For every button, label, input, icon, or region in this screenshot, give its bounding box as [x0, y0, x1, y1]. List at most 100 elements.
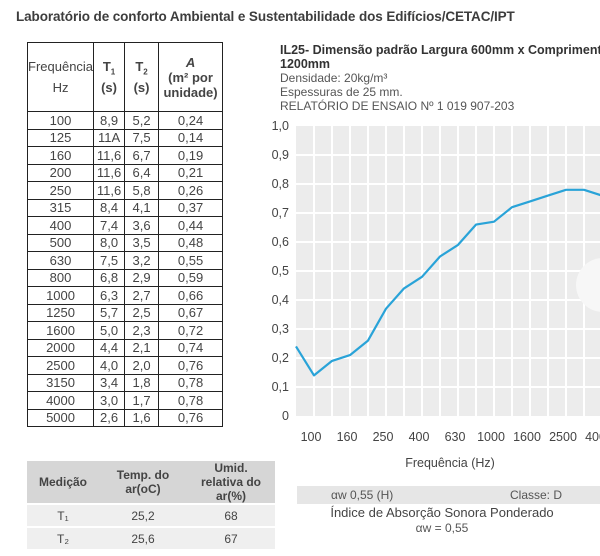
y-tick-label: 0,2	[272, 351, 289, 365]
y-tick-label: 1,0	[272, 119, 289, 133]
cell-t1: 11A	[93, 128, 126, 147]
cell-freq: 125	[26, 128, 95, 147]
chart-header-title: IL25- Dimensão padrão Largura 600mm x Co…	[280, 43, 600, 71]
cell-a: 0,37	[158, 198, 224, 217]
series-line	[295, 188, 600, 377]
y-tick-label: 0,9	[272, 148, 289, 162]
table-row: 250 11,6 5,8 0,26	[26, 181, 224, 200]
y-tick-label: 0,1	[272, 380, 289, 394]
x-tick-label: 1600	[513, 430, 541, 444]
x-tick-label: 160	[337, 430, 358, 444]
table-row: 630 7,5 3,2 0,55	[26, 251, 224, 270]
table-row: 5000 2,6 1,6 0,76	[26, 408, 224, 427]
cell-t1: 3,0	[93, 391, 126, 410]
cell-a: 0,55	[158, 251, 224, 270]
measurement-conditions-table: Medição Temp. do ar(oC) Umid. relativa d…	[27, 461, 275, 549]
cell-t1: 11,6	[93, 146, 126, 165]
y-tick-label: 0,6	[272, 235, 289, 249]
x-tick-label: 400	[409, 430, 430, 444]
cell-a: 0,72	[158, 321, 224, 340]
header-t2-sub: 2	[143, 67, 148, 77]
conditions-header-row: Medição Temp. do ar(oC) Umid. relativa d…	[27, 461, 275, 503]
table-row: 1250 5,7 2,5 0,67	[26, 303, 224, 322]
aw-value: αw 0,55 (H)	[331, 488, 394, 502]
conditions-cell-umid: 67	[187, 526, 275, 549]
conditions-cell-temp: 25,2	[99, 503, 187, 526]
cell-a: 0,24	[158, 111, 224, 130]
table-row: 4000 3,0 1,7 0,78	[26, 391, 224, 410]
conditions-cell-temp: 25,6	[99, 526, 187, 549]
table-header-row: Frequência Hz T1 (s) T2 (s) A (m² por un…	[26, 42, 224, 112]
cell-freq: 1600	[26, 321, 95, 340]
x-tick-label: 2500	[549, 430, 577, 444]
conditions-cell-umid: 68	[187, 503, 275, 526]
header-absorption-unit1: (m² por	[168, 69, 213, 85]
header-absorption: A (m² por unidade)	[158, 42, 224, 112]
header-t2-unit: (s)	[133, 79, 150, 95]
conditions-header-humidity: Umid. relativa do ar(%)	[187, 461, 275, 503]
cell-freq: 1250	[26, 303, 95, 322]
header-t1-unit: (s)	[101, 79, 117, 95]
cell-t2: 2,9	[124, 268, 160, 287]
conditions-cell-label: T₂	[27, 526, 99, 549]
cell-t1: 8,9	[93, 111, 126, 130]
cell-t2: 6,4	[124, 163, 160, 182]
cell-freq: 2500	[26, 356, 95, 375]
absorption-table: Frequência Hz T1 (s) T2 (s) A (m² por un…	[26, 42, 224, 427]
table-row: 315 8,4 4,1 0,37	[26, 198, 224, 217]
header-t1-sub: 1	[110, 67, 116, 77]
header-frequency: Frequência Hz	[26, 42, 95, 112]
cell-freq: 2000	[26, 338, 95, 357]
x-axis-label: Frequência (Hz)	[405, 456, 495, 470]
conditions-cell-label: T₁	[27, 503, 99, 526]
cell-freq: 630	[26, 251, 95, 270]
header-t2-symbol: T	[135, 59, 144, 75]
table-row: 1000 6,3 2,7 0,66	[26, 286, 224, 305]
table-row: 1600 5,0 2,3 0,72	[26, 321, 224, 340]
chart-header-density: Densidade: 20kg/m³	[280, 71, 388, 85]
chart-header-report: RELATÓRIO DE ENSAIO Nº 1 019 907-203	[280, 99, 515, 113]
header-frequency-label: Frequência	[28, 59, 94, 74]
header-t1-symbol: T	[102, 59, 111, 75]
cell-a: 0,66	[158, 286, 224, 305]
cell-t2: 3,5	[124, 233, 160, 252]
table-row: 100 8,9 5,2 0,24	[26, 111, 224, 130]
x-tick-label: 250	[373, 430, 394, 444]
header-absorption-symbol: A	[185, 54, 196, 70]
y-tick-label: 0,4	[272, 293, 289, 307]
cell-a: 0,76	[158, 408, 224, 427]
conditions-row: T₂ 25,6 67	[27, 526, 275, 549]
cell-freq: 5000	[26, 408, 95, 427]
y-tick-label: 0,8	[272, 177, 289, 191]
cell-a: 0,74	[158, 338, 224, 357]
table-row: 500 8,0 3,5 0,48	[26, 233, 224, 252]
header-t1: T1 (s)	[93, 42, 126, 112]
header-absorption-unit2: unidade)	[163, 84, 218, 100]
x-tick-label: 100	[301, 430, 322, 444]
cell-t2: 1,8	[124, 373, 160, 392]
aw-bar: αw 0,55 (H) Classe: D	[297, 486, 600, 504]
x-tick-label: 630	[445, 430, 466, 444]
index-value: αw = 0,55	[415, 521, 469, 535]
cell-t1: 8,0	[93, 233, 126, 252]
cell-a: 0,67	[158, 303, 224, 322]
y-tick-label: 0	[282, 409, 289, 423]
x-tick-label: 4000	[585, 430, 600, 444]
cell-t1: 6,8	[93, 268, 126, 287]
table-row: 125 11A 7,5 0,14	[26, 128, 224, 147]
y-tick-label: 0,7	[272, 206, 289, 220]
conditions-row: T₁ 25,2 68	[27, 503, 275, 526]
y-tick-label: 0,5	[272, 264, 289, 278]
decorative-circle	[576, 258, 600, 312]
table-row: 2500 4,0 2,0 0,76	[26, 356, 224, 375]
page-title: Laboratório de conforto Ambiental e Sust…	[16, 9, 515, 24]
aw-class: Classe: D	[510, 488, 563, 502]
cell-t1: 6,3	[93, 286, 126, 305]
conditions-header-measurement: Medição	[27, 461, 99, 503]
table-row: 160 11,6 6,7 0,19	[26, 146, 224, 165]
cell-t1: 4,4	[93, 338, 126, 357]
header-frequency-unit: Hz	[52, 80, 69, 95]
table-row: 2000 4,4 2,1 0,74	[26, 338, 224, 357]
cell-t2: 1,6	[124, 408, 160, 427]
